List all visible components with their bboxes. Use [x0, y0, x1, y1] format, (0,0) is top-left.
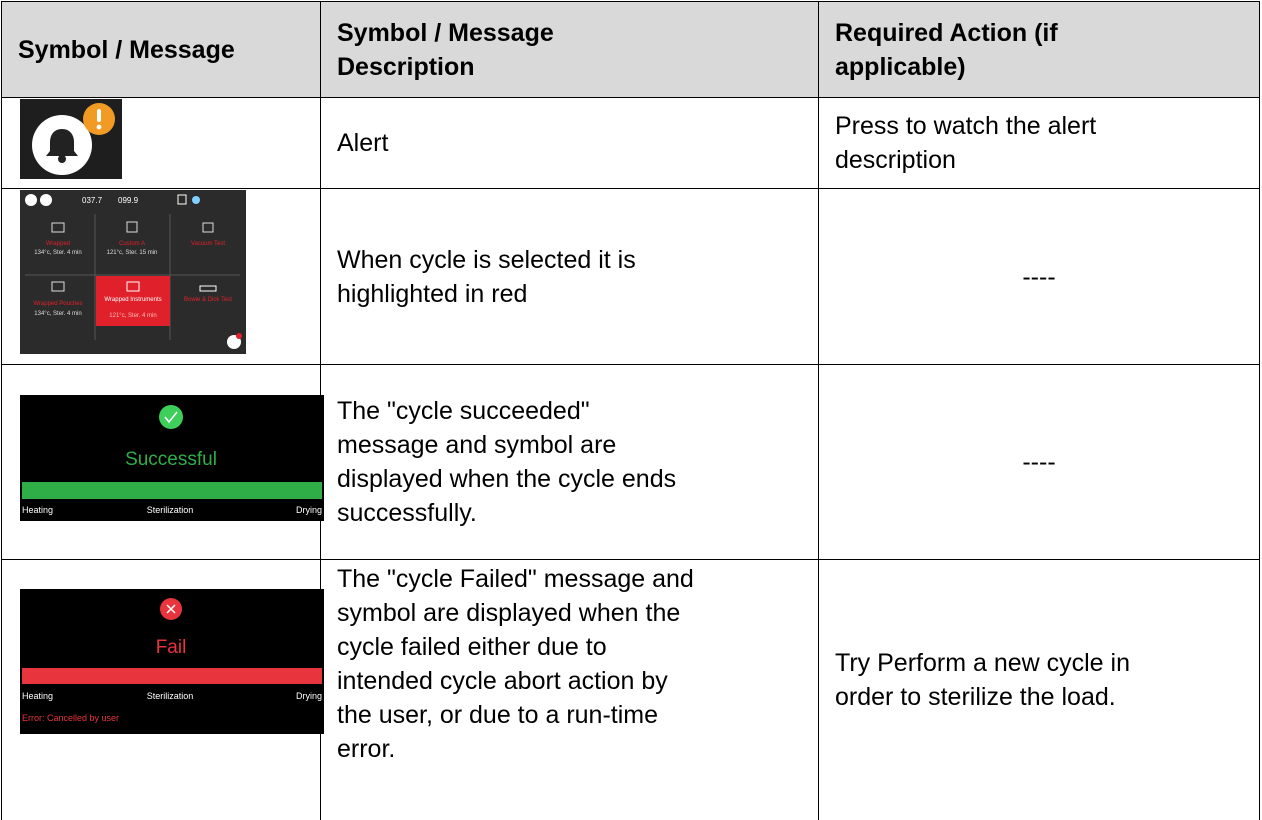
tile-name: Wrapped Instruments — [104, 297, 161, 303]
success-screen: Successful Heating Sterilization Drying — [20, 394, 324, 521]
action-cell: ---- — [818, 188, 1260, 365]
header-cell: Symbol / Message — [1, 1, 321, 98]
row: Successful Heating Sterilization Drying … — [1, 364, 1260, 560]
row: Alert Press to watch the alert descriptio… — [1, 97, 1260, 189]
tile-name: Vacuum Test — [191, 241, 225, 247]
description-text: displayed when the cycle ends — [337, 465, 677, 493]
symbol-cell: Successful Heating Sterilization Drying — [1, 364, 324, 560]
description-text: symbol are displayed when the — [337, 599, 681, 627]
action-text: order to sterilize the load. — [835, 683, 1116, 711]
status-text: Successful — [125, 449, 217, 470]
description-text: successfully. — [337, 499, 477, 527]
cycle-menu-screen: 037.7 099.9 Wrapped 134°c, Ster. 4 min C… — [20, 190, 246, 354]
description-text: the user, or due to a run-time — [337, 701, 659, 729]
description-cell: Alert — [320, 97, 819, 189]
temperature: 037.7 — [82, 196, 103, 205]
symbol-cell: 037.7 099.9 Wrapped 134°c, Ster. 4 min C… — [1, 188, 321, 365]
action-text: Press to watch the alert — [835, 112, 1097, 140]
tile-name: Wrapped — [46, 241, 70, 247]
action-text: ---- — [1022, 262, 1056, 291]
header-cell: Required Action (if applicable) — [818, 1, 1260, 98]
description-text: cycle failed either due to — [337, 633, 607, 661]
description-text: Alert — [337, 129, 389, 157]
description-text: message and symbol are — [337, 431, 617, 459]
phase-label: Sterilization — [147, 505, 194, 515]
pressure: 099.9 — [118, 196, 139, 205]
header-text: Required Action (if — [835, 18, 1058, 47]
header-cell: Symbol / Message Description — [320, 1, 819, 98]
tile-info: 134°c, Ster. 4 min — [34, 250, 81, 256]
tile-name: Wrapped Pouches — [33, 301, 82, 307]
description-text: The "cycle Failed" message and — [337, 565, 694, 593]
description-cell: The "cycle Failed" message and symbol are… — [320, 559, 819, 820]
tile-info: 121°c, Ster. 15 min — [107, 250, 158, 256]
action-text: description — [835, 146, 956, 174]
description-cell: When cycle is selected it is highlighted … — [320, 188, 819, 365]
description-cell: The "cycle succeeded" message and symbol … — [320, 364, 819, 560]
action-cell: ---- — [818, 364, 1260, 560]
action-cell: Press to watch the alert description — [818, 97, 1260, 189]
tile-info: 134°c, Ster. 4 min — [34, 311, 81, 317]
alert-icon — [20, 98, 122, 179]
action-text: Try Perform a new cycle in — [835, 649, 1130, 677]
action-cell: Try Perform a new cycle in order to steri… — [818, 559, 1260, 820]
action-text: ---- — [1022, 448, 1056, 476]
fail-screen: Fail Heating Sterilization Drying Error:… — [20, 589, 324, 734]
status-text: Fail — [156, 637, 187, 658]
header-text: Symbol / Message — [337, 18, 554, 47]
phase-label: Heating — [22, 505, 53, 515]
tile-name: Bowie & Dick Test — [184, 297, 232, 303]
symbol-cell — [1, 97, 321, 189]
header-row: Symbol / Message Symbol / Message Descrip… — [1, 1, 1260, 98]
description-text: highlighted in red — [337, 279, 528, 308]
description-text: The "cycle succeeded" — [337, 397, 590, 425]
phase-label: Drying — [296, 691, 322, 701]
phase-label: Sterilization — [147, 691, 194, 701]
symbol-cell: Fail Heating Sterilization Drying Error:… — [1, 559, 324, 820]
header-text: Description — [337, 52, 475, 81]
row: Fail Heating Sterilization Drying Error:… — [1, 559, 1260, 820]
row: 037.7 099.9 Wrapped 134°c, Ster. 4 min C… — [1, 188, 1260, 365]
error-text: Error: Cancelled by user — [22, 713, 119, 723]
description-text: intended cycle abort action by — [337, 667, 668, 695]
header-text: applicable) — [835, 52, 966, 81]
tile-info: 121°c, Ster. 4 min — [109, 313, 156, 319]
phase-label: Heating — [22, 691, 53, 701]
phase-label: Drying — [296, 505, 322, 515]
description-text: When cycle is selected it is — [337, 245, 636, 274]
header-text: Symbol / Message — [18, 35, 235, 64]
tile-name: Custom A — [119, 241, 145, 247]
description-text: error. — [337, 735, 396, 763]
